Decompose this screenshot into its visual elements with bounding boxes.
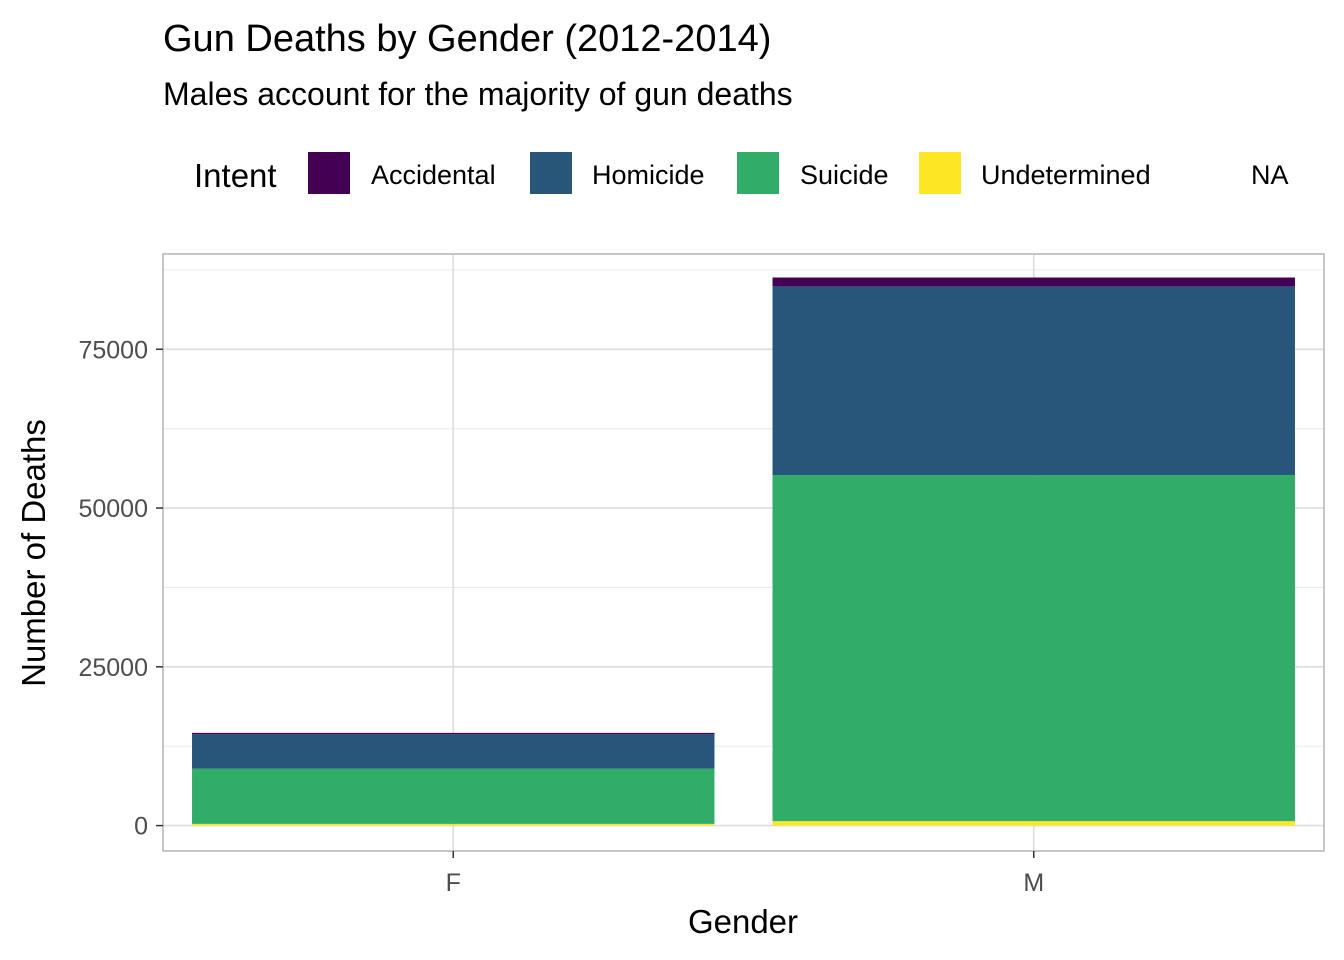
y-tick-label: 0 xyxy=(134,813,148,841)
legend: Intent Accidental Homicide Suicide Undet… xyxy=(194,152,1289,194)
y-tick-label: 25000 xyxy=(78,654,148,682)
y-axis-title: Number of Deaths xyxy=(15,419,52,687)
bar-f-homicide xyxy=(192,734,715,769)
x-axis-title: Gender xyxy=(688,903,798,940)
legend-label-accidental: Accidental xyxy=(371,160,496,190)
y-tick-label: 75000 xyxy=(78,336,148,364)
bar-f-suicide xyxy=(192,768,715,824)
y-tick-label: 50000 xyxy=(78,495,148,523)
bar-m-accidental xyxy=(772,277,1295,287)
x-tick-label: M xyxy=(1023,869,1044,897)
x-tick-label: F xyxy=(446,869,461,897)
bar-f-accidental xyxy=(192,732,715,735)
legend-label-undetermined: Undetermined xyxy=(981,160,1151,190)
bar-m-suicide xyxy=(772,475,1295,822)
legend-label-homicide: Homicide xyxy=(592,160,705,190)
axes: 0 25000 50000 75000 F M xyxy=(78,336,1044,897)
bar-f-undetermined xyxy=(192,823,715,826)
chart-title: Gun Deaths by Gender (2012-2014) xyxy=(163,18,771,60)
bar-m-undetermined xyxy=(772,821,1295,826)
legend-label-suicide: Suicide xyxy=(800,160,889,190)
chart-subtitle: Males account for the majority of gun de… xyxy=(163,76,793,112)
legend-swatch-homicide xyxy=(530,152,572,194)
panel-border xyxy=(162,253,1325,852)
legend-title: Intent xyxy=(194,157,277,194)
legend-swatch-suicide xyxy=(737,152,779,194)
legend-label-na: NA xyxy=(1251,160,1289,190)
bar-m-homicide xyxy=(772,286,1295,476)
bars xyxy=(192,277,1295,826)
legend-swatch-accidental xyxy=(308,152,350,194)
legend-swatch-undetermined xyxy=(919,152,961,194)
